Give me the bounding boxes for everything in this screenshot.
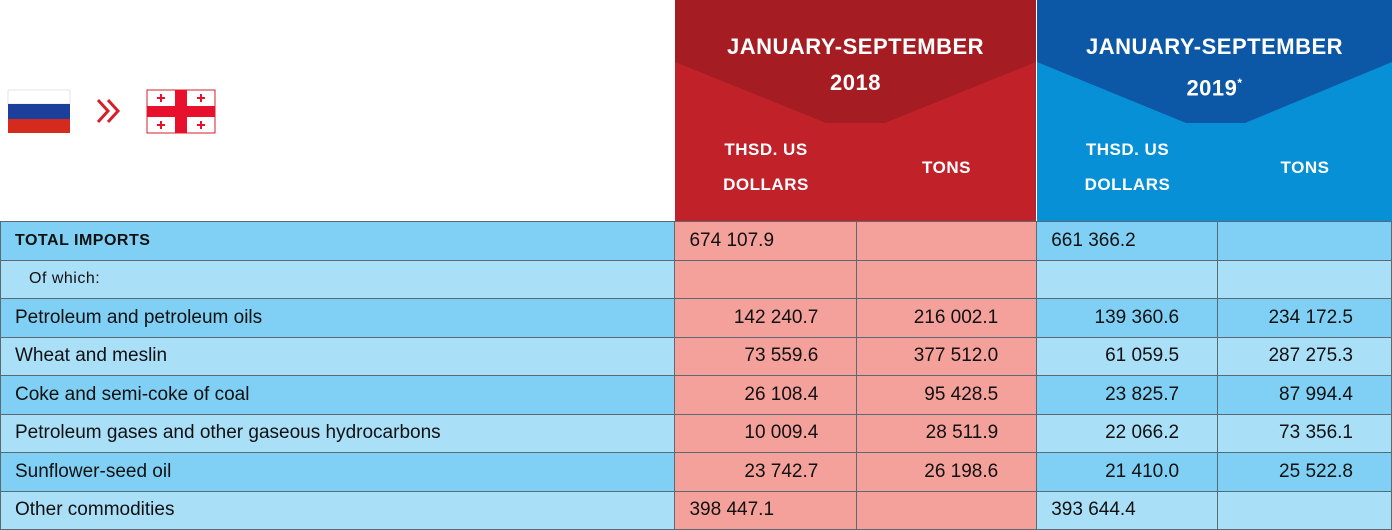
row-label: Petroleum and petroleum oils <box>0 298 676 338</box>
data-table: TOTAL IMPORTS 674 107.9 661 366.2 Of which:… <box>0 221 1392 530</box>
table-row: Other commodities 398 447.1 393 644.4 <box>0 490 1392 530</box>
row-label: Coke and semi-coke of coal <box>0 375 676 415</box>
column-title: JANUARY-SEPTEMBER <box>726 34 985 59</box>
subheader: THSD. US DOLLARS <box>1037 132 1218 202</box>
row-label: Wheat and meslin <box>0 336 676 376</box>
arrow <box>96 98 121 124</box>
table-row: Wheat and meslin 73 559.6 377 512.0 61 059.… <box>0 336 1392 376</box>
value-cell: 398 447.1 <box>674 490 858 530</box>
value-cell <box>1036 259 1219 299</box>
value-cell: 234 172.5 <box>1217 298 1392 338</box>
header-graphics <box>7 0 1392 221</box>
value-cell: 142 240.7 <box>674 298 858 338</box>
column-year: 2018 <box>830 70 881 95</box>
value-cell: 377 512.0 <box>856 336 1038 376</box>
value-cell: 10 009.4 <box>674 413 858 453</box>
value-cell <box>1217 221 1392 261</box>
value-cell <box>1217 490 1392 530</box>
note-mark: * <box>1237 76 1243 90</box>
value-cell: 23 825.7 <box>1036 375 1219 415</box>
subheader: TONS <box>1280 158 1330 177</box>
table-row: Of which: <box>0 259 1392 299</box>
value-cell: 95 428.5 <box>856 375 1038 415</box>
value-cell <box>674 259 858 299</box>
value-cell: 21 410.0 <box>1036 452 1219 492</box>
value-cell: 87 994.4 <box>1217 375 1392 415</box>
flag-georgia <box>146 89 216 134</box>
value-cell: 22 066.2 <box>1036 413 1219 453</box>
value-cell: 26 198.6 <box>856 452 1038 492</box>
table-row: Coke and semi-coke of coal 26 108.4 95 428… <box>0 375 1392 415</box>
value-cell: 61 059.5 <box>1036 336 1219 376</box>
row-label: Sunflower-seed oil <box>0 452 676 492</box>
row-label: Of which: <box>0 259 676 299</box>
value-cell: 393 644.4 <box>1036 490 1219 530</box>
value-cell: 23 742.7 <box>674 452 858 492</box>
column-title: JANUARY-SEPTEMBER <box>1085 34 1344 59</box>
value-cell <box>856 259 1038 299</box>
value-cell <box>1217 259 1392 299</box>
column-year-wrap: 2019* <box>1037 65 1392 106</box>
subheader: THSD. US DOLLARS <box>675 132 857 202</box>
subheader: TONS <box>922 158 971 177</box>
value-cell: 73 559.6 <box>674 336 858 376</box>
column-year: 2019 <box>1186 75 1238 101</box>
value-cell: 73 356.1 <box>1217 413 1392 453</box>
value-cell: 139 360.6 <box>1036 298 1219 338</box>
value-cell: 216 002.1 <box>856 298 1038 338</box>
table-body: TOTAL IMPORTS 674 107.9 661 366.2 Of which:… <box>0 221 1392 530</box>
row-label: Petroleum gases and other gaseous hydroc… <box>0 413 676 453</box>
value-cell: 287 275.3 <box>1217 336 1392 376</box>
value-cell <box>856 221 1038 261</box>
row-label: Other commodities <box>0 490 676 530</box>
table-row: Petroleum and petroleum oils 142 240.7 216… <box>0 298 1392 338</box>
value-cell <box>856 490 1038 530</box>
table-row: TOTAL IMPORTS 674 107.9 661 366.2 <box>0 221 1392 261</box>
table-row: Petroleum gases and other gaseous hydroc… <box>0 413 1392 453</box>
row-label: TOTAL IMPORTS <box>0 221 676 261</box>
value-cell: 28 511.9 <box>856 413 1038 453</box>
subheader-text: THSD. US DOLLARS <box>723 140 809 194</box>
header-2019-chevron <box>1037 0 1392 123</box>
value-cell: 674 107.9 <box>674 221 858 261</box>
header-2018-chevron <box>675 0 1036 123</box>
flag-russia <box>7 89 71 133</box>
value-cell: 25 522.8 <box>1217 452 1392 492</box>
subheader-text: THSD. US DOLLARS <box>1084 140 1171 194</box>
table-row: Sunflower-seed oil 23 742.7 26 198.6 21 410… <box>0 452 1392 492</box>
value-cell: 26 108.4 <box>674 375 858 415</box>
value-cell: 661 366.2 <box>1036 221 1219 261</box>
